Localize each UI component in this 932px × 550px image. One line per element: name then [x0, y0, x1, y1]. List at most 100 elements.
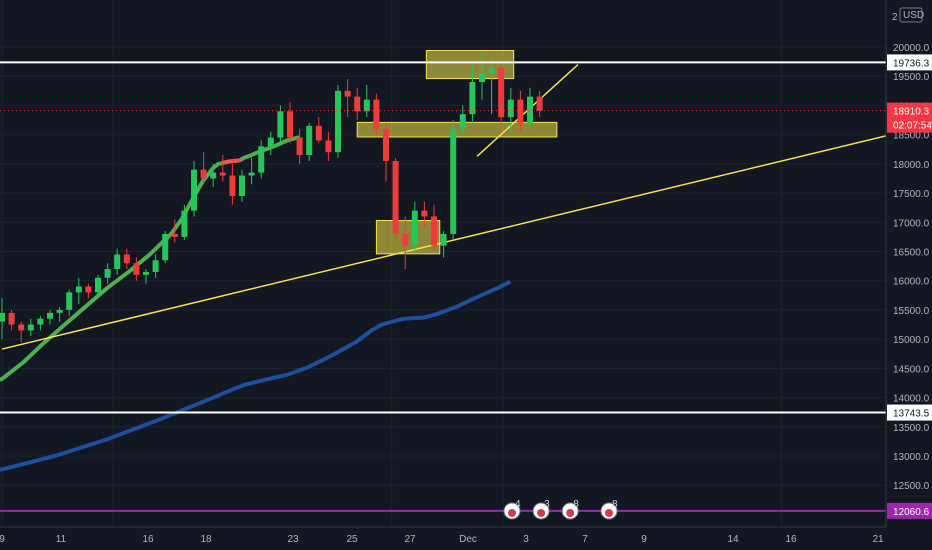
candle-body: [517, 99, 524, 123]
price-axis: 12500.0 13000.0 13500.0 14000.0 14500.0 15000…: [885, 0, 932, 550]
candle-body: [498, 67, 505, 118]
candle-body: [95, 277, 101, 293]
candle-body: [133, 263, 140, 275]
time-axis-tick-label: Dec: [459, 534, 477, 545]
price-axis-tick-label: 17000.0: [893, 218, 930, 229]
currency-badge: [899, 7, 923, 23]
time-axis-tick-label: 9: [0, 534, 5, 545]
candle-body: [479, 73, 485, 83]
candle-body: [162, 233, 169, 261]
event-badge-count: 8: [573, 499, 579, 510]
level-price-tag: [887, 54, 932, 71]
candle-body: [488, 67, 495, 74]
candle-body: [421, 210, 428, 217]
candle-body: [152, 260, 159, 272]
price-axis-tick-label: 20000.0: [893, 43, 930, 54]
green-moving-average-below-price: [221, 158, 242, 165]
candle-body: [459, 114, 466, 129]
price-axis-tick-label: 18500.0: [893, 131, 930, 142]
green-moving-average: [0, 135, 300, 382]
time-axis-tick-label: 18: [200, 534, 212, 545]
candle-body: [191, 169, 197, 211]
candle-body: [267, 137, 274, 147]
price-axis-tick-label: 15500.0: [893, 306, 930, 317]
time-axis-tick-label: 23: [287, 534, 299, 545]
candle-body: [431, 216, 437, 246]
price-axis-tick-label: 12500.0: [893, 481, 930, 492]
event-badge-icon-mark: [537, 509, 546, 517]
candle-body: [248, 172, 255, 176]
current-price-label: 18910.3: [893, 107, 930, 118]
price-axis-tick-label: 13000.0: [893, 452, 930, 463]
highlight-zone: [356, 121, 558, 138]
price-axis-tick-label: 17500.0: [893, 189, 930, 200]
time-axis-tick-label: 9: [641, 534, 647, 545]
currency-prefix: 2: [892, 12, 898, 23]
time-axis: 9 11 16 18 23 25 27 Dec 3 7 9 14 16 21: [0, 526, 886, 550]
event-badge-count: 3: [544, 499, 550, 510]
candle-body: [239, 175, 245, 196]
candle-body: [536, 96, 543, 111]
candle-body: [306, 125, 313, 156]
candle-body: [411, 210, 418, 246]
price-axis-tick-label: 18000.0: [893, 160, 930, 171]
event-badge-icon-mark: [566, 509, 575, 517]
candle-body: [123, 254, 130, 264]
candle-body: [450, 128, 457, 234]
candle-body: [402, 233, 409, 246]
candles: [0, 52, 543, 343]
price-axis-background: [886, 0, 932, 550]
candle-body: [171, 233, 178, 237]
candle-body: [392, 160, 399, 234]
current-price-tag: [887, 102, 932, 133]
currency-label[interactable]: USD: [903, 10, 924, 21]
time-axis-tick-label: 16: [142, 534, 154, 545]
candle-body: [18, 324, 25, 331]
candle-body: [469, 82, 476, 115]
blue-moving-average: [0, 280, 511, 472]
price-axis-tick-label: 19500.0: [893, 72, 930, 83]
candle-body: [363, 99, 370, 112]
candle-body: [354, 96, 361, 112]
event-badge-count: 4: [515, 499, 521, 510]
candle-body: [325, 140, 332, 153]
candle-body: [8, 312, 15, 325]
candle-body: [143, 271, 149, 275]
time-axis-tick-label: 16: [785, 534, 797, 545]
candle-body: [258, 146, 265, 173]
price-axis-tick-label: 14500.0: [893, 364, 930, 375]
candle-body: [66, 292, 73, 310]
candle-body: [56, 309, 63, 313]
candle-body: [85, 286, 92, 293]
candle-body: [383, 128, 389, 161]
event-badge-count: 8: [612, 499, 618, 510]
time-axis-tick-label: 3: [523, 534, 529, 545]
candle-body: [75, 286, 82, 293]
price-axis-tick-label: 15000.0: [893, 335, 930, 346]
plot-area: [0, 50, 886, 512]
candle-body: [0, 312, 5, 322]
candle-body: [181, 210, 188, 237]
level-price-label: 12060.6: [893, 507, 930, 518]
time-axis-background: [0, 527, 886, 550]
candle-body: [527, 96, 533, 123]
candle-body: [277, 111, 284, 138]
candle-body: [373, 99, 380, 129]
candle-body: [200, 169, 207, 179]
candle-body: [335, 90, 341, 153]
candle-body: [344, 90, 351, 97]
time-axis-tick-label: 14: [727, 534, 739, 545]
candle-body: [47, 312, 53, 319]
candle-body: [229, 175, 236, 196]
candle-body: [210, 172, 217, 179]
candle-body: [287, 111, 293, 138]
level-price-label: 13743.5: [893, 409, 930, 420]
level-price-tag: [887, 404, 932, 421]
level-price-label: 19736.3: [893, 58, 930, 69]
time-axis-tick-label: 7: [582, 534, 588, 545]
candle-body: [104, 269, 111, 278]
time-axis-tick-label: 27: [404, 534, 416, 545]
event-badge-icon-mark: [508, 509, 516, 517]
